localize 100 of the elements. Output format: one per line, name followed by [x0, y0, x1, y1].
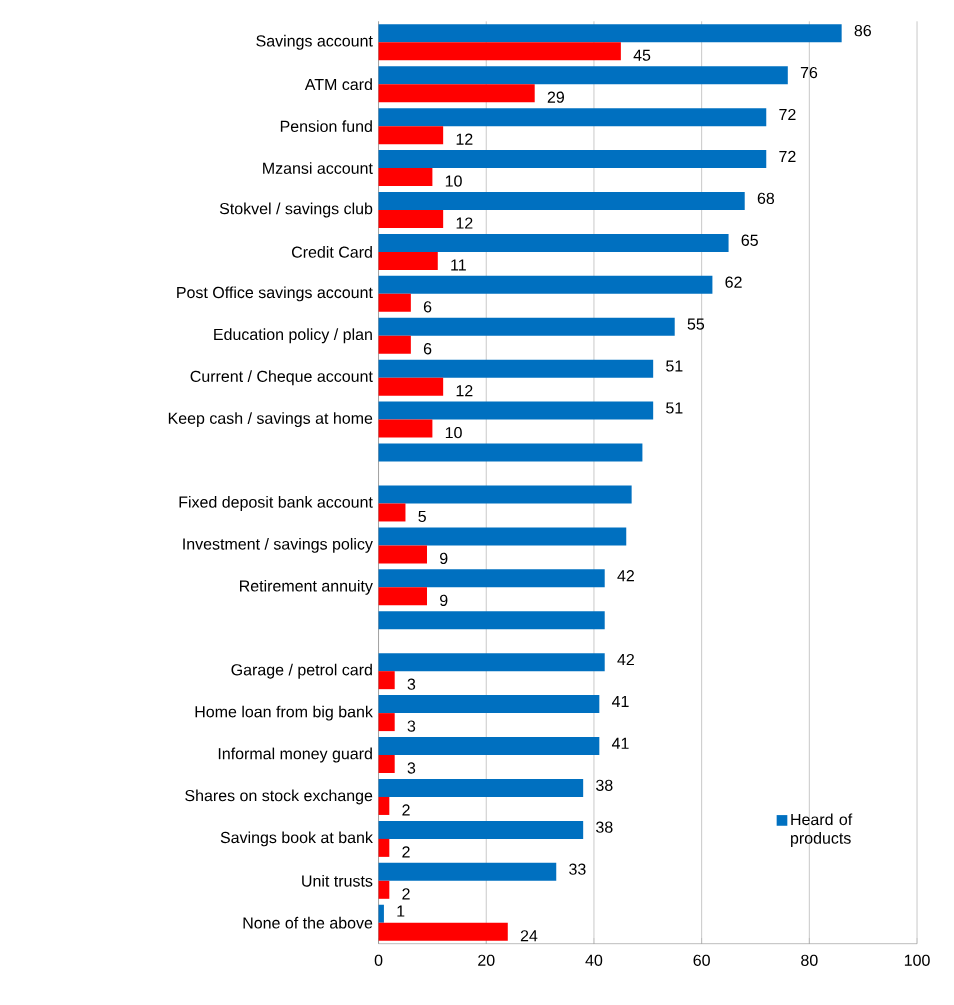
- data-label: 33: [568, 863, 586, 875]
- bar: [378, 545, 427, 564]
- y-tick-label: Fixed deposit bank account: [179, 496, 373, 511]
- bar: [378, 209, 443, 228]
- y-tick-label: Investment / savings policy: [183, 537, 373, 553]
- bar: [378, 233, 729, 252]
- x-tick-label: 0: [374, 954, 383, 966]
- data-label: 6: [423, 301, 432, 313]
- data-label: 72: [779, 108, 796, 121]
- bar: [378, 796, 390, 815]
- bar: [378, 880, 390, 899]
- data-label: 29: [547, 91, 564, 103]
- data-label: 51: [665, 402, 683, 414]
- y-tick-label: Unit trusts: [302, 874, 373, 887]
- bar: [378, 838, 390, 857]
- bar: [378, 485, 632, 504]
- bar: [378, 503, 406, 522]
- legend-label: Heard of products: [790, 813, 853, 847]
- bar: [378, 778, 583, 797]
- bar: [378, 293, 411, 312]
- data-label: 76: [800, 66, 817, 79]
- y-tick-label: Garage / petrol card: [231, 663, 372, 679]
- data-label: 68: [757, 192, 774, 204]
- data-label: 86: [854, 24, 871, 37]
- bar: [378, 168, 433, 187]
- data-label: 41: [611, 737, 629, 749]
- bar: [378, 671, 395, 690]
- bar: [378, 251, 438, 270]
- bar: [378, 84, 535, 103]
- y-tick-label: None of the above: [243, 916, 373, 929]
- y-tick-label: Savings account: [256, 34, 373, 50]
- y-tick-label: Savings book at bank: [220, 831, 373, 847]
- bar: [378, 587, 427, 606]
- data-label: 9: [439, 552, 448, 565]
- data-label: 41: [611, 695, 629, 707]
- data-label: 2: [402, 846, 410, 858]
- bar: [378, 401, 654, 420]
- y-tick-label: Mzansi account: [262, 162, 373, 174]
- data-label: 6: [423, 343, 432, 355]
- bar: [378, 317, 675, 336]
- bar: [378, 695, 600, 714]
- y-tick-label: Shares on stock exchange: [185, 789, 373, 805]
- data-label: 38: [595, 821, 613, 833]
- data-label: 3: [407, 678, 415, 690]
- bar: [378, 192, 745, 210]
- data-label: 24: [520, 930, 538, 942]
- bar: [378, 150, 767, 169]
- x-tick-label: 60: [693, 954, 710, 966]
- bar: [378, 922, 508, 941]
- bar: [378, 443, 643, 462]
- bar: [378, 42, 621, 61]
- data-label: 12: [456, 133, 473, 145]
- data-label: 12: [456, 217, 473, 229]
- bar: [378, 275, 713, 294]
- data-label: 51: [665, 360, 683, 372]
- y-tick-label: Current / Cheque account: [190, 370, 373, 386]
- bar: [378, 737, 600, 756]
- data-label: 55: [687, 318, 704, 330]
- data-label: 2: [402, 804, 410, 816]
- data-label: 3: [407, 720, 415, 732]
- x-tick-label: 80: [800, 954, 818, 966]
- data-label: 2: [402, 888, 410, 900]
- x-tick-label: 40: [585, 954, 603, 966]
- data-label: 72: [779, 150, 796, 162]
- y-tick-label: Post Office savings account: [177, 286, 373, 302]
- bar: [378, 126, 443, 145]
- bar: [378, 653, 605, 672]
- data-label: 5: [418, 510, 426, 523]
- data-label: 3: [407, 762, 415, 774]
- bar: [378, 24, 842, 43]
- x-tick-label: 20: [477, 954, 495, 966]
- bar: [378, 569, 605, 588]
- bar: [378, 66, 788, 85]
- bar: [378, 527, 627, 546]
- data-label: 9: [439, 594, 448, 606]
- bar: [378, 108, 767, 127]
- y-tick-label: Stokvel / savings club: [219, 202, 373, 218]
- bar: [378, 820, 583, 839]
- y-tick-label: Credit Card: [291, 246, 372, 258]
- bar: [378, 755, 395, 774]
- data-label: 42: [617, 653, 634, 666]
- bar: [378, 359, 654, 378]
- data-label: 12: [456, 385, 473, 397]
- bar: [378, 904, 384, 923]
- y-tick-label: Keep cash / savings at home: [168, 412, 373, 428]
- y-tick-label: Education policy / plan: [214, 328, 372, 344]
- data-label: 65: [741, 234, 758, 246]
- y-tick-label: Home loan from big bank: [195, 705, 373, 721]
- y-tick-label: Retirement annuity: [239, 579, 373, 595]
- bar: [378, 419, 433, 438]
- data-label: 38: [595, 779, 613, 791]
- data-label: 10: [445, 175, 462, 187]
- y-tick-label: Informal money guard: [218, 747, 372, 763]
- y-tick-label: ATM card: [304, 78, 372, 91]
- bar: [378, 862, 557, 881]
- data-label: 1: [397, 905, 405, 917]
- data-label: 11: [451, 259, 466, 271]
- data-label: 62: [725, 276, 742, 288]
- bar: [378, 713, 395, 732]
- bar: [378, 335, 411, 354]
